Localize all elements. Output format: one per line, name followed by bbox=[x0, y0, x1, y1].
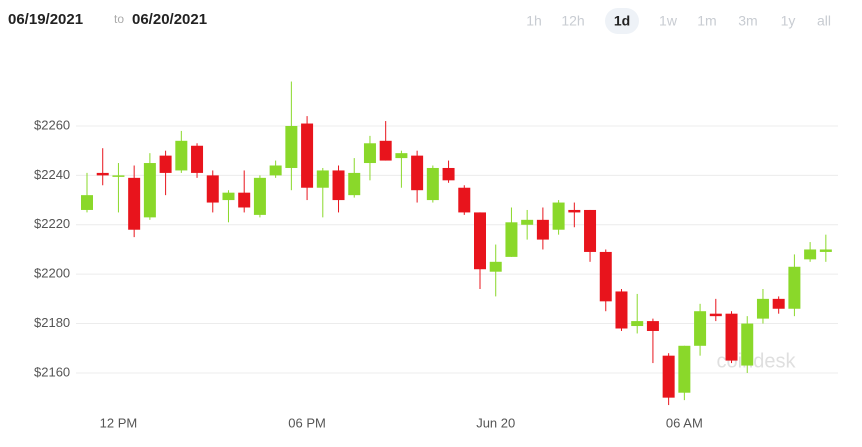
range-button[interactable]: 1w bbox=[659, 13, 678, 29]
candle-body bbox=[662, 355, 675, 398]
x-tick-label: Jun 20 bbox=[476, 415, 515, 430]
x-tick-label: 12 PM bbox=[100, 415, 138, 430]
y-tick-label: $2240 bbox=[34, 167, 70, 182]
range-button[interactable]: 12h bbox=[561, 13, 584, 29]
candle-body bbox=[568, 209, 581, 213]
candle-body bbox=[694, 311, 707, 346]
range-button[interactable]: 3m bbox=[738, 13, 757, 29]
candle-body bbox=[332, 170, 345, 201]
candle-body bbox=[804, 249, 817, 260]
candle-body bbox=[222, 192, 235, 201]
candle-body bbox=[756, 298, 769, 319]
date-to: 06/20/2021 bbox=[132, 11, 207, 28]
candle-body bbox=[615, 291, 628, 329]
date-to-word: to bbox=[114, 12, 124, 26]
candle-body bbox=[159, 155, 172, 173]
candle-body bbox=[301, 123, 314, 188]
range-button[interactable]: 1h bbox=[526, 13, 542, 29]
candle-body bbox=[81, 195, 93, 210]
y-tick-label: $2160 bbox=[34, 364, 70, 379]
candle-body bbox=[631, 321, 644, 327]
candle-body bbox=[112, 175, 125, 177]
candle-body bbox=[819, 249, 832, 252]
candle-body bbox=[128, 177, 141, 230]
range-button[interactable]: 1d bbox=[614, 13, 630, 29]
candle-body bbox=[772, 298, 785, 309]
candle-body bbox=[379, 140, 392, 161]
candle-body bbox=[143, 163, 156, 218]
candle-body bbox=[584, 209, 597, 252]
candle-body bbox=[175, 140, 188, 171]
candle-body bbox=[238, 192, 251, 208]
candle-body bbox=[253, 177, 266, 215]
candle-body bbox=[285, 125, 298, 168]
candle-body bbox=[316, 170, 329, 188]
y-tick-label: $2200 bbox=[34, 266, 70, 281]
candle-body bbox=[646, 321, 659, 331]
candle-body bbox=[725, 313, 738, 361]
candle-body bbox=[191, 145, 204, 173]
candle-body bbox=[505, 222, 518, 257]
candle-body bbox=[599, 251, 612, 302]
range-selected-bg bbox=[605, 8, 639, 34]
candle-body bbox=[474, 212, 486, 270]
y-tick-label: $2180 bbox=[34, 315, 70, 330]
candle-body bbox=[552, 202, 565, 230]
candle-body bbox=[788, 266, 801, 309]
candle-body bbox=[678, 345, 691, 393]
candle-body bbox=[536, 219, 549, 240]
x-tick-label: 06 PM bbox=[288, 415, 326, 430]
y-tick-label: $2260 bbox=[34, 117, 70, 132]
date-from: 06/19/2021 bbox=[8, 11, 83, 28]
candle-body bbox=[426, 167, 439, 201]
candle-body bbox=[96, 172, 109, 176]
candle-body bbox=[395, 153, 408, 159]
candle-body bbox=[442, 167, 455, 181]
candle-body bbox=[709, 313, 722, 317]
range-button[interactable]: all bbox=[817, 13, 831, 29]
candle-body bbox=[269, 165, 282, 176]
y-tick-label: $2220 bbox=[34, 216, 70, 231]
candle-body bbox=[489, 261, 502, 272]
range-button[interactable]: 1y bbox=[781, 13, 796, 29]
candle-body bbox=[206, 175, 219, 203]
candle-body bbox=[348, 172, 361, 196]
candle-body bbox=[741, 323, 754, 366]
x-tick-label: 06 AM bbox=[666, 415, 703, 430]
candle-body bbox=[521, 219, 534, 225]
candle-body bbox=[458, 187, 471, 213]
candle-body bbox=[363, 143, 376, 164]
range-button[interactable]: 1m bbox=[697, 13, 716, 29]
candle-body bbox=[411, 155, 424, 191]
